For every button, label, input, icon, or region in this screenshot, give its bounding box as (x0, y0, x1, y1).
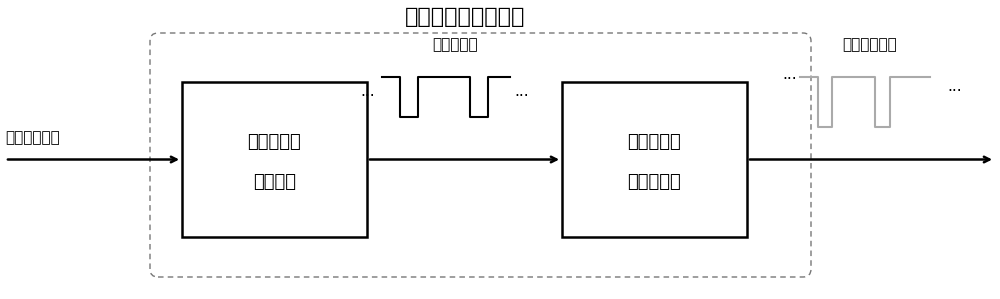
Text: 单帧复位信: 单帧复位信 (628, 132, 681, 150)
Text: 单帧复位信号: 单帧复位信号 (843, 37, 897, 52)
Text: 提取电路: 提取电路 (253, 173, 296, 190)
FancyBboxPatch shape (182, 82, 367, 237)
Text: ···: ··· (783, 72, 797, 87)
Text: 号产生电路: 号产生电路 (628, 173, 681, 190)
Text: 帧同步信号: 帧同步信号 (432, 37, 478, 52)
Text: ···: ··· (361, 89, 375, 104)
Text: ···: ··· (948, 85, 962, 100)
Text: 单帧检测及复位模块: 单帧检测及复位模块 (405, 7, 525, 27)
Text: 帧同步信号: 帧同步信号 (248, 132, 301, 150)
Text: 输入各帧数据: 输入各帧数据 (5, 130, 60, 145)
FancyBboxPatch shape (562, 82, 747, 237)
Text: ···: ··· (515, 89, 529, 104)
